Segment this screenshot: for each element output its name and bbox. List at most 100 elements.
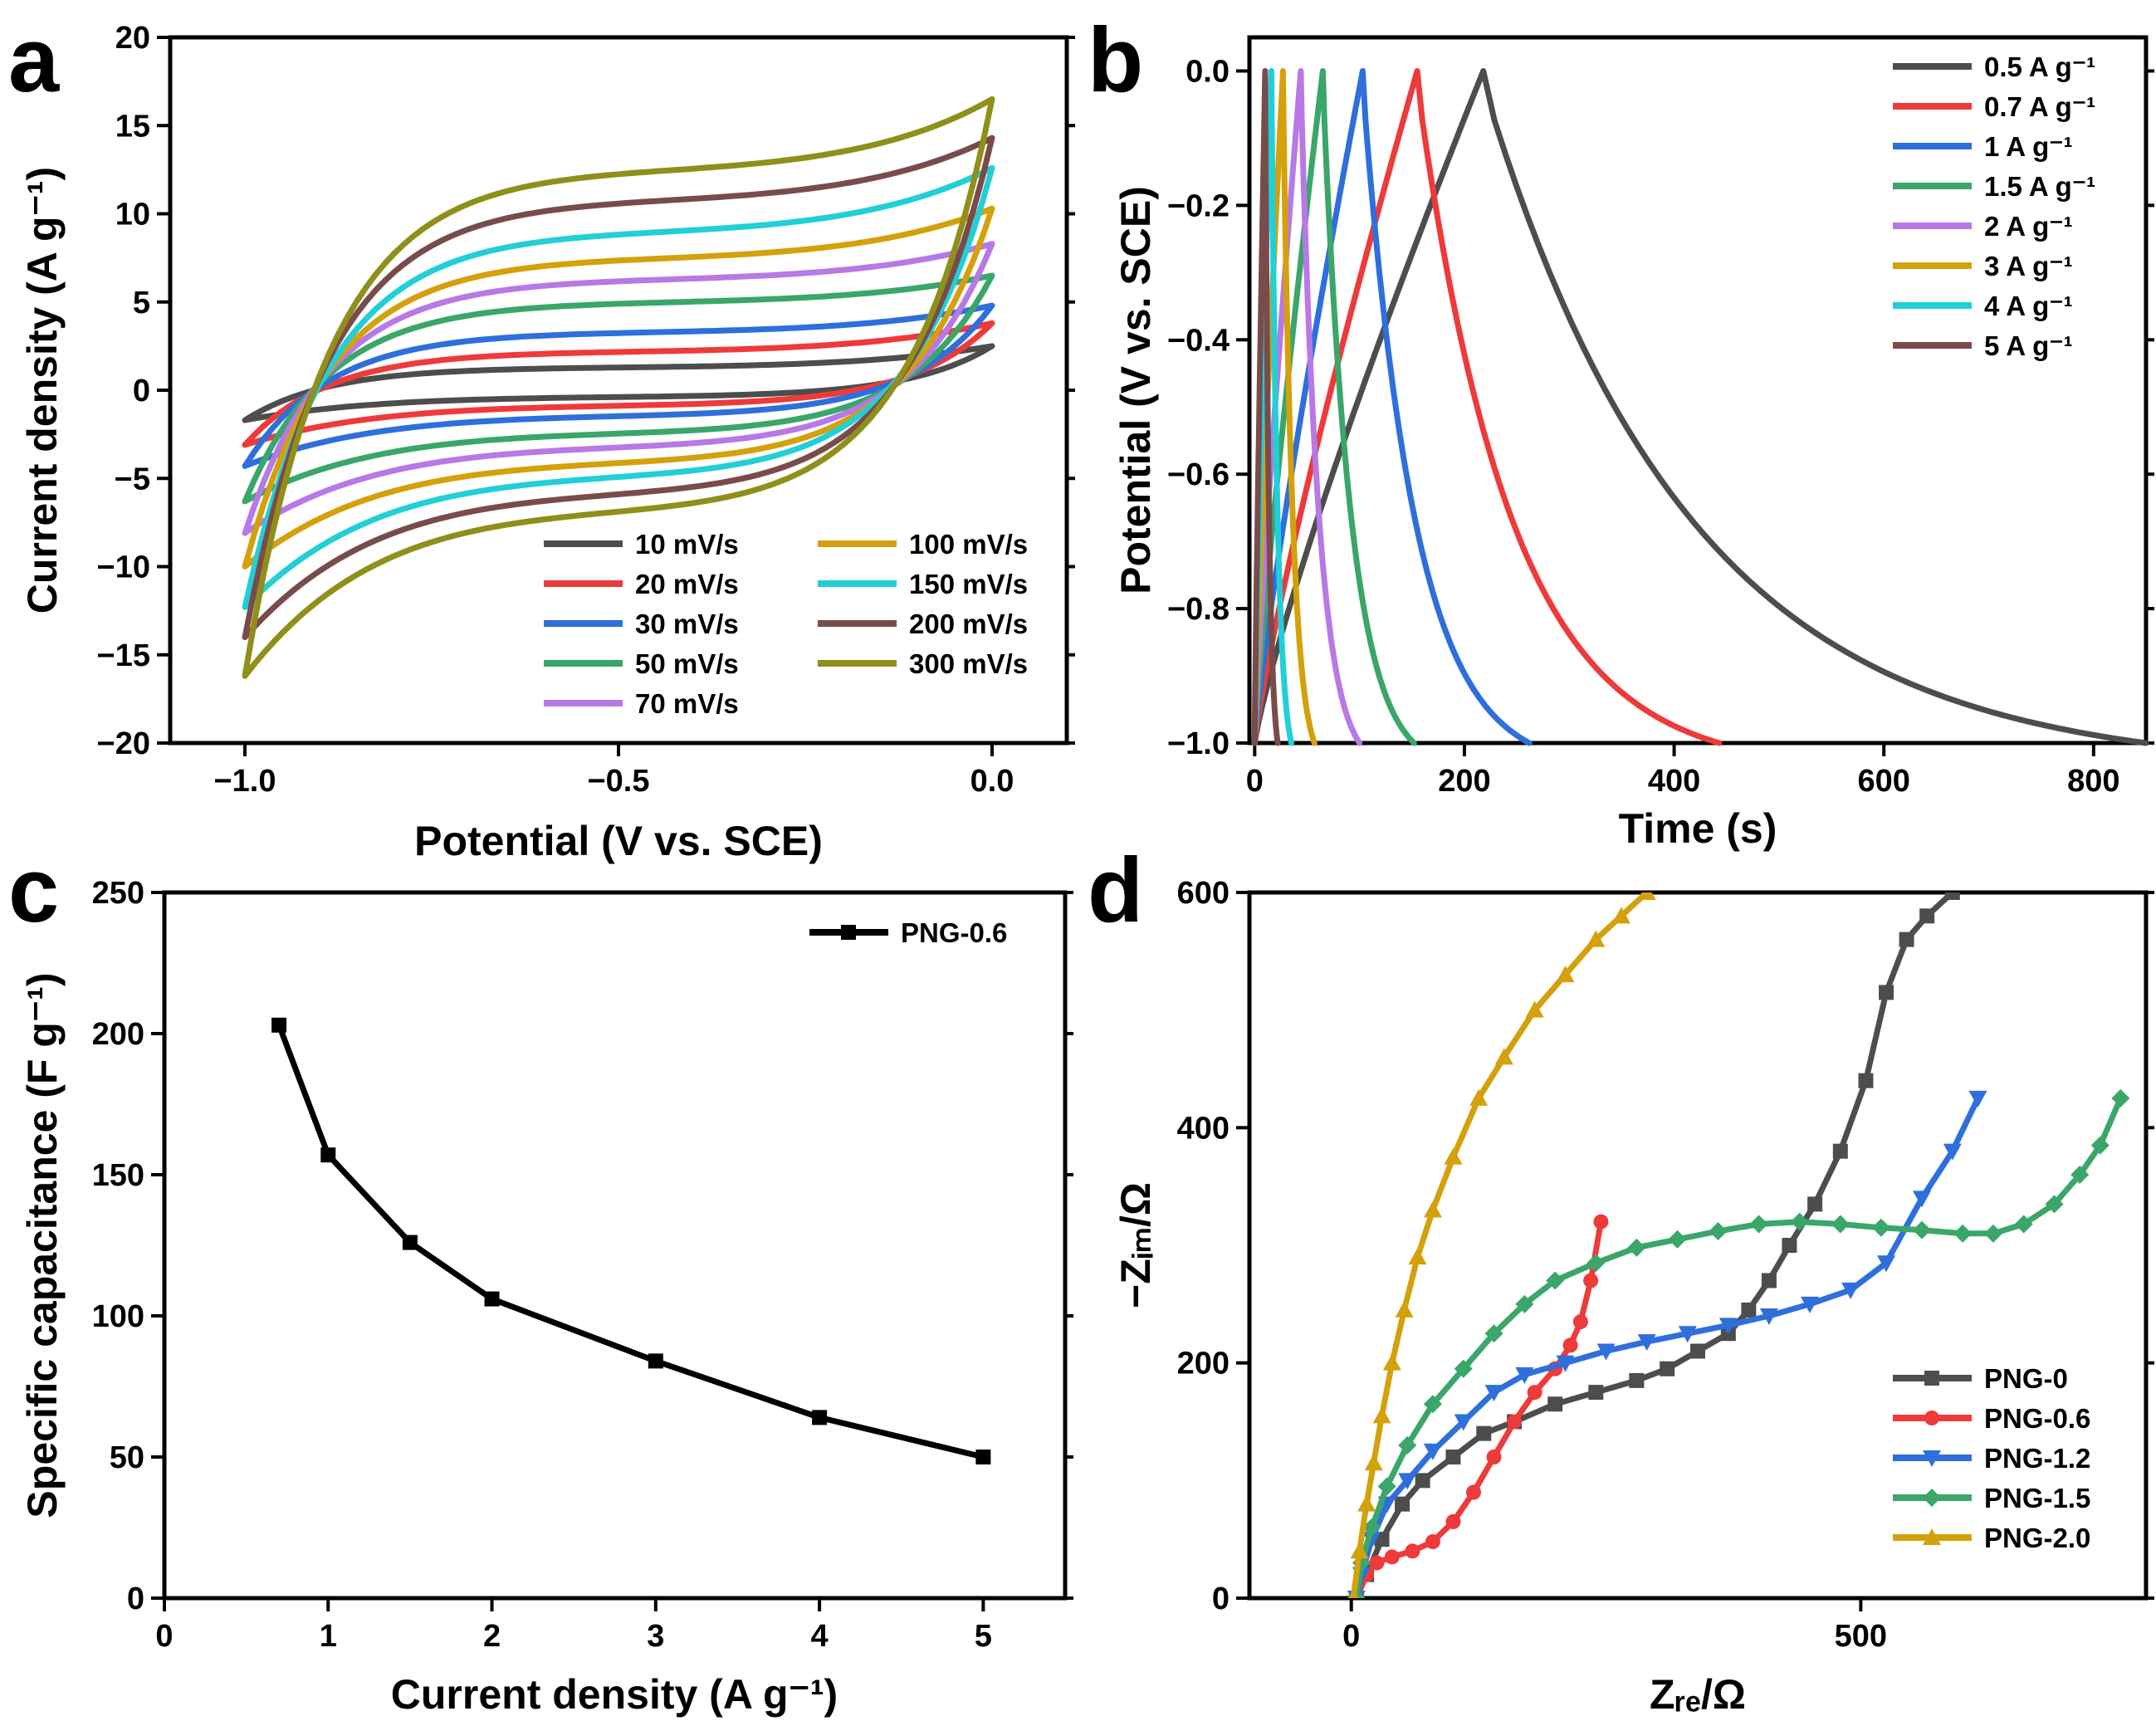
- y-tick-label: 15: [115, 109, 150, 144]
- data-point: [1596, 1343, 1616, 1361]
- legend-label: PNG-0.6: [901, 917, 1007, 948]
- data-point: [1759, 1308, 1778, 1325]
- legend-label: PNG-2.0: [1984, 1523, 2090, 1553]
- data-point: [1556, 1355, 1575, 1372]
- data-point: [320, 1147, 336, 1163]
- data-point: [1718, 1318, 1738, 1335]
- panel-c-legend: PNG-0.6: [809, 917, 1007, 948]
- panel-c-curves: [271, 1017, 991, 1464]
- panel-c-frame: [162, 890, 1068, 1601]
- legend-label: 30 mV/s: [635, 609, 739, 639]
- data-point: [1515, 1294, 1534, 1313]
- y-tick-label: −15: [97, 638, 150, 673]
- data-point: [1515, 1367, 1534, 1384]
- y-tick-label: −0.2: [1167, 188, 1230, 223]
- data-point: [2070, 1166, 2090, 1184]
- y-tick-label: 250: [92, 876, 144, 911]
- x-tick-label: 0.0: [970, 764, 1014, 799]
- panel-d-curves: [1347, 892, 2130, 1598]
- data-point: [1398, 1473, 1417, 1490]
- y-tick-label: 20: [115, 21, 150, 56]
- x-tick-label: −0.5: [587, 764, 649, 799]
- legend-label: 200 mV/s: [909, 609, 1028, 639]
- y-tick-label: 200: [1177, 1347, 1230, 1381]
- legend-marker: [841, 925, 856, 940]
- data-point: [1348, 1589, 1359, 1598]
- data-point: [1668, 1230, 1687, 1249]
- data-point: [1913, 1220, 1931, 1239]
- gcd-curve: [1251, 68, 2149, 746]
- legend-label: 3 A g⁻¹: [1984, 251, 2073, 281]
- data-point: [1877, 1255, 1896, 1273]
- x-tick-label: 5: [975, 1619, 992, 1654]
- gcd-curve: [1251, 68, 1533, 746]
- nyquist-plot-area: [1347, 892, 2130, 1598]
- y-tick-label: 100: [92, 1299, 144, 1334]
- data-point: [1790, 1212, 1809, 1231]
- data-point: [1377, 1477, 1396, 1496]
- data-point: [1357, 1494, 1376, 1512]
- legend-label: 5 A g⁻¹: [1984, 330, 2073, 361]
- data-point: [1445, 1513, 1461, 1529]
- legend-label: PNG-0.6: [1984, 1403, 2090, 1434]
- y-tick-label: 200: [92, 1017, 144, 1052]
- data-point: [1547, 1396, 1563, 1412]
- data-point: [1588, 1385, 1604, 1401]
- panel-b-ylabel: Potential (V vs. SCE): [1112, 186, 1159, 594]
- y-tick-label: −0.4: [1167, 323, 1230, 358]
- y-tick-label: 0: [127, 1582, 144, 1616]
- y-tick-label: 50: [110, 1440, 144, 1475]
- y-tick-label: −10: [97, 550, 150, 585]
- gcd-curve: [1251, 68, 1281, 746]
- data-point: [1556, 966, 1575, 983]
- legend-label: 70 mV/s: [635, 688, 739, 719]
- data-point: [1398, 1435, 1417, 1455]
- panel-b-ticks: 0 200 400 600 800 −1.0 −0.8 −0.6 −0.4 −0.2 0.0: [1167, 54, 2154, 799]
- data-point: [1637, 1334, 1656, 1352]
- data-point: [1572, 1314, 1588, 1330]
- data-point: [1807, 1196, 1823, 1212]
- data-point: [1690, 1343, 1705, 1359]
- data-point: [1562, 1337, 1578, 1353]
- data-point: [1678, 1326, 1697, 1343]
- data-point: [1395, 1496, 1410, 1512]
- panel-letter-c: c: [8, 839, 59, 941]
- data-point: [1919, 908, 1935, 924]
- data-point: [1983, 1224, 2002, 1243]
- y-tick-label: 10: [115, 198, 150, 232]
- data-point: [1913, 1191, 1931, 1208]
- legend-label: 0.7 A g⁻¹: [1984, 91, 2095, 122]
- x-tick-label: 400: [1648, 764, 1700, 799]
- data-point: [1372, 1406, 1391, 1424]
- data-point: [1831, 1215, 1850, 1234]
- legend-label: 1.5 A g⁻¹: [1984, 171, 2095, 202]
- data-point: [1801, 1296, 1819, 1313]
- data-point: [1583, 1273, 1599, 1288]
- legend-marker: [1924, 1411, 1939, 1425]
- panel-b: b 0 200 400 600 800 −1.0 −0.8 −0.6 −0.4 −0.2 0.0 0…: [1088, 9, 2154, 852]
- data-point: [1423, 1395, 1442, 1414]
- data-point: [1484, 1385, 1503, 1402]
- data-point: [1454, 1414, 1473, 1431]
- data-point: [1761, 1273, 1777, 1288]
- data-point: [1444, 1147, 1463, 1165]
- cv-curve: [242, 343, 995, 423]
- panel-letter-d: d: [1088, 839, 1143, 941]
- data-point: [2045, 1195, 2064, 1214]
- y-tick-label: −0.8: [1167, 592, 1230, 627]
- y-tick-label: 5: [133, 286, 150, 320]
- data-point: [1408, 1248, 1427, 1265]
- data-point: [1660, 1361, 1675, 1376]
- cv-curve: [242, 164, 995, 610]
- legend-label: 300 mV/s: [909, 648, 1028, 679]
- panel-d-ylabel: −Zᵢₘ/Ω: [1112, 1182, 1159, 1308]
- data-point: [1423, 1200, 1442, 1218]
- legend-label: PNG-1.5: [1984, 1483, 2090, 1513]
- x-tick-label: 0: [155, 1619, 173, 1654]
- legend-label: 2 A g⁻¹: [1984, 211, 2073, 242]
- gcd-curve: [1251, 68, 1723, 746]
- cv-curve: [242, 302, 995, 469]
- legend-marker: [1923, 1528, 1941, 1545]
